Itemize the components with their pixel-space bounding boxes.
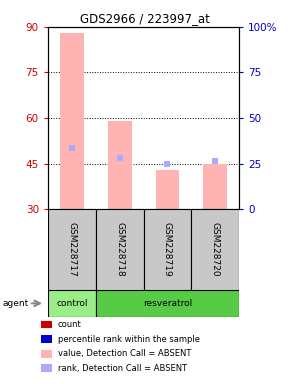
Bar xyxy=(203,164,227,209)
Bar xyxy=(108,121,132,209)
Text: GDS2966 / 223997_at: GDS2966 / 223997_at xyxy=(80,12,210,25)
Bar xyxy=(48,290,96,317)
Text: value, Detection Call = ABSENT: value, Detection Call = ABSENT xyxy=(58,349,191,358)
Bar xyxy=(60,33,84,209)
Text: GSM228719: GSM228719 xyxy=(163,222,172,277)
Text: GSM228717: GSM228717 xyxy=(67,222,76,277)
Text: percentile rank within the sample: percentile rank within the sample xyxy=(58,334,200,344)
Text: agent: agent xyxy=(3,299,29,308)
Bar xyxy=(96,290,239,317)
Bar xyxy=(48,209,96,290)
Text: GSM228720: GSM228720 xyxy=(211,222,220,277)
Text: control: control xyxy=(56,299,88,308)
Bar xyxy=(144,209,191,290)
Text: rank, Detection Call = ABSENT: rank, Detection Call = ABSENT xyxy=(58,364,187,373)
Text: resveratrol: resveratrol xyxy=(143,299,192,308)
Bar xyxy=(96,209,144,290)
Text: count: count xyxy=(58,320,82,329)
Text: GSM228718: GSM228718 xyxy=(115,222,124,277)
Bar xyxy=(191,209,239,290)
Bar xyxy=(155,170,180,209)
